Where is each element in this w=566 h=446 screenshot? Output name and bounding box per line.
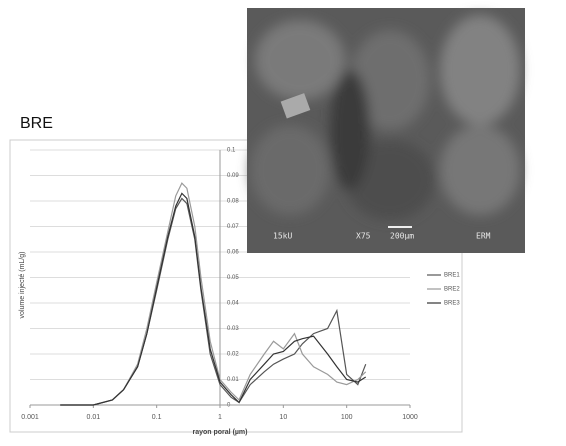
y-tick-label: 0.07 (227, 224, 239, 230)
x-tick-label: 1 (218, 414, 222, 421)
series-line (60, 182, 367, 406)
sem-label: X75 (356, 232, 371, 241)
grain (350, 30, 430, 130)
x-tick-label: 1000 (402, 414, 418, 421)
sem-label: 200µm (390, 232, 414, 241)
grain (250, 125, 330, 215)
legend-label: BRE1 (444, 273, 460, 279)
y-tick-label: 0.04 (227, 301, 239, 307)
y-axis-label: volume injecté (mL/g) (19, 252, 26, 319)
grain-highlight (280, 93, 311, 119)
grain (255, 20, 345, 100)
legend-label: BRE3 (444, 301, 460, 307)
grain (330, 70, 370, 190)
grain (440, 15, 520, 125)
y-tick-label: 0.02 (227, 352, 239, 358)
x-tick-label: 0.1 (152, 414, 162, 421)
y-tick-label: 0 (227, 403, 231, 409)
y-tick-label: 0.03 (227, 326, 239, 332)
chart-frame (9, 139, 463, 433)
y-tick-label: 0.05 (227, 275, 239, 281)
plot-area: 0 0.01 0.02 0.03 0.04 0.05 0.06 0.07 0.08 0.09 0.1… (19, 148, 418, 436)
legend-label: BRE2 (444, 287, 460, 293)
series-line (60, 192, 367, 406)
y-tick-label: 0.1 (227, 148, 236, 154)
x-tick-label: 0.01 (87, 414, 101, 421)
y-tick-label: 0.01 (227, 377, 239, 383)
legend: BRE1 BRE2 BRE3 (427, 273, 460, 307)
x-tick-label: 10 (279, 414, 287, 421)
grain (440, 125, 520, 215)
sem-label: ERM (476, 232, 491, 241)
sem-label: 15kU (273, 232, 292, 241)
y-tick-label: 0.06 (227, 250, 239, 256)
y-tick-label: 0.08 (227, 199, 239, 205)
sem-texture (250, 15, 520, 220)
x-axis-label: rayon poral (µm) (193, 429, 248, 436)
y-tick-label: 0.09 (227, 173, 239, 179)
grain (345, 140, 435, 220)
sem-image: 15kU X75 200µm ERM (247, 8, 525, 253)
chart-title: BRE (20, 115, 53, 132)
x-tick-label: 100 (341, 414, 353, 421)
x-tick-label: 0.001 (21, 414, 39, 421)
